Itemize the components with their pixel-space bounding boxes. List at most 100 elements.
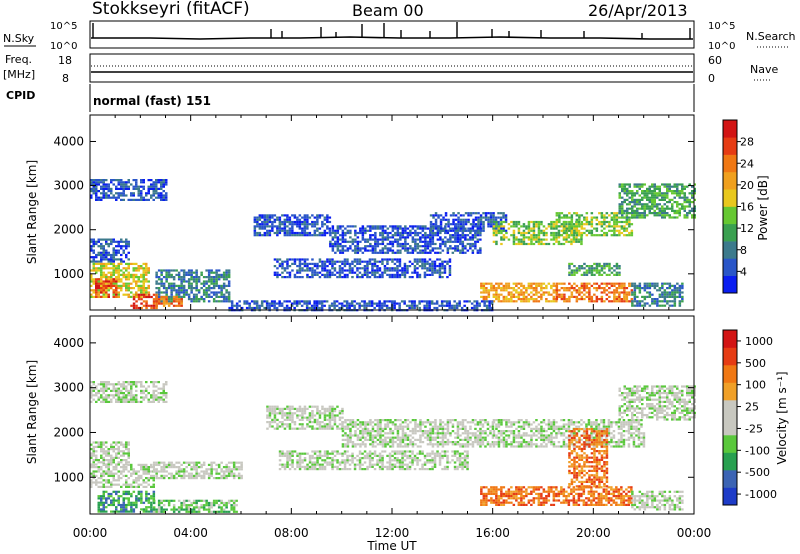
power-cell [122,185,125,188]
power-cell [105,284,108,287]
power-cell [391,267,394,270]
velocity-cell [140,396,143,399]
power-cell [406,247,410,250]
power-cell [595,229,599,232]
velocity-cell [117,400,120,403]
power-cell [351,267,354,270]
power-cell [328,258,332,261]
velocity-cell [97,383,100,386]
power-cell [313,269,317,272]
power-cell [306,234,309,237]
power-cell [673,185,676,188]
velocity-cell [217,472,221,475]
power-cell [485,300,489,303]
power-cell [633,291,637,294]
power-cell [500,225,503,228]
power-cell [537,229,541,232]
power-cell [165,298,168,301]
velocity-cell [182,474,186,477]
power-cell [423,271,427,274]
power-cell [568,273,571,276]
power-cell [658,212,661,215]
velocity-cell [145,490,148,493]
power-cell [192,287,196,290]
power-cell [308,267,312,270]
velocity-cell [205,470,208,473]
velocity-cell [227,470,231,473]
power-cell [305,306,309,310]
power-cell [135,291,138,294]
power-cell [421,258,424,261]
velocity-cell [115,506,118,509]
power-cell [369,225,372,228]
power-cell [326,260,329,263]
power-cell [137,287,140,290]
velocity-cell [107,396,110,399]
power-cell [517,298,521,301]
power-cell [276,234,279,237]
power-cell [175,293,178,296]
power-cell [323,260,327,263]
velocity-cell [152,497,156,500]
power-cell [318,260,322,263]
power-cell [434,225,438,228]
power-cell [388,258,392,261]
power-cell [334,240,337,243]
power-cell [658,293,662,296]
power-cell [155,280,158,283]
power-cell [462,214,465,217]
power-cell [477,227,480,230]
power-cell [636,185,639,188]
power-cell [557,242,561,246]
power-cell [155,302,158,305]
velocity-cell [122,466,125,469]
power-cell [170,302,173,305]
power-cell [225,271,228,274]
power-cell [653,183,656,186]
power-cell [423,273,427,276]
velocity-cell [145,508,148,511]
velocity-cell [122,499,125,502]
power-cell [187,282,191,285]
power-cell [182,295,186,298]
velocity-cell [135,389,138,392]
power-cell [413,260,417,263]
power-cell [92,295,95,298]
power-cell [656,304,659,307]
power-cell [438,273,442,276]
power-cell [145,198,148,201]
power-cell [540,242,543,246]
power-cell [520,282,523,285]
velocity-cell [157,387,160,390]
power-cell [414,242,417,246]
velocity-cell [210,466,213,469]
velocity-cell [107,463,110,466]
power-cell [625,234,629,237]
power-cell [102,282,105,285]
power-cell [383,302,386,305]
power-cell [458,302,461,305]
velocity-cell [207,474,211,477]
power-cell [512,223,516,226]
power-cell [636,190,639,193]
power-cell [155,304,158,307]
power-cell [283,227,287,230]
power-cell [346,247,350,250]
power-cell [271,229,274,232]
power-cell [429,223,433,226]
power-cell [293,234,297,237]
power-cell [120,179,123,182]
power-cell [155,291,158,294]
velocity-cell [162,466,166,469]
velocity-cell [162,387,165,390]
power-cell [676,291,679,294]
velocity-cell [90,481,93,484]
power-cell [391,260,394,263]
power-cell [651,203,654,206]
power-cell [295,302,299,305]
power-cell [628,196,631,199]
power-cell [190,282,193,285]
power-cell [520,231,523,235]
power-cell [552,220,556,224]
velocity-cell [227,466,231,469]
